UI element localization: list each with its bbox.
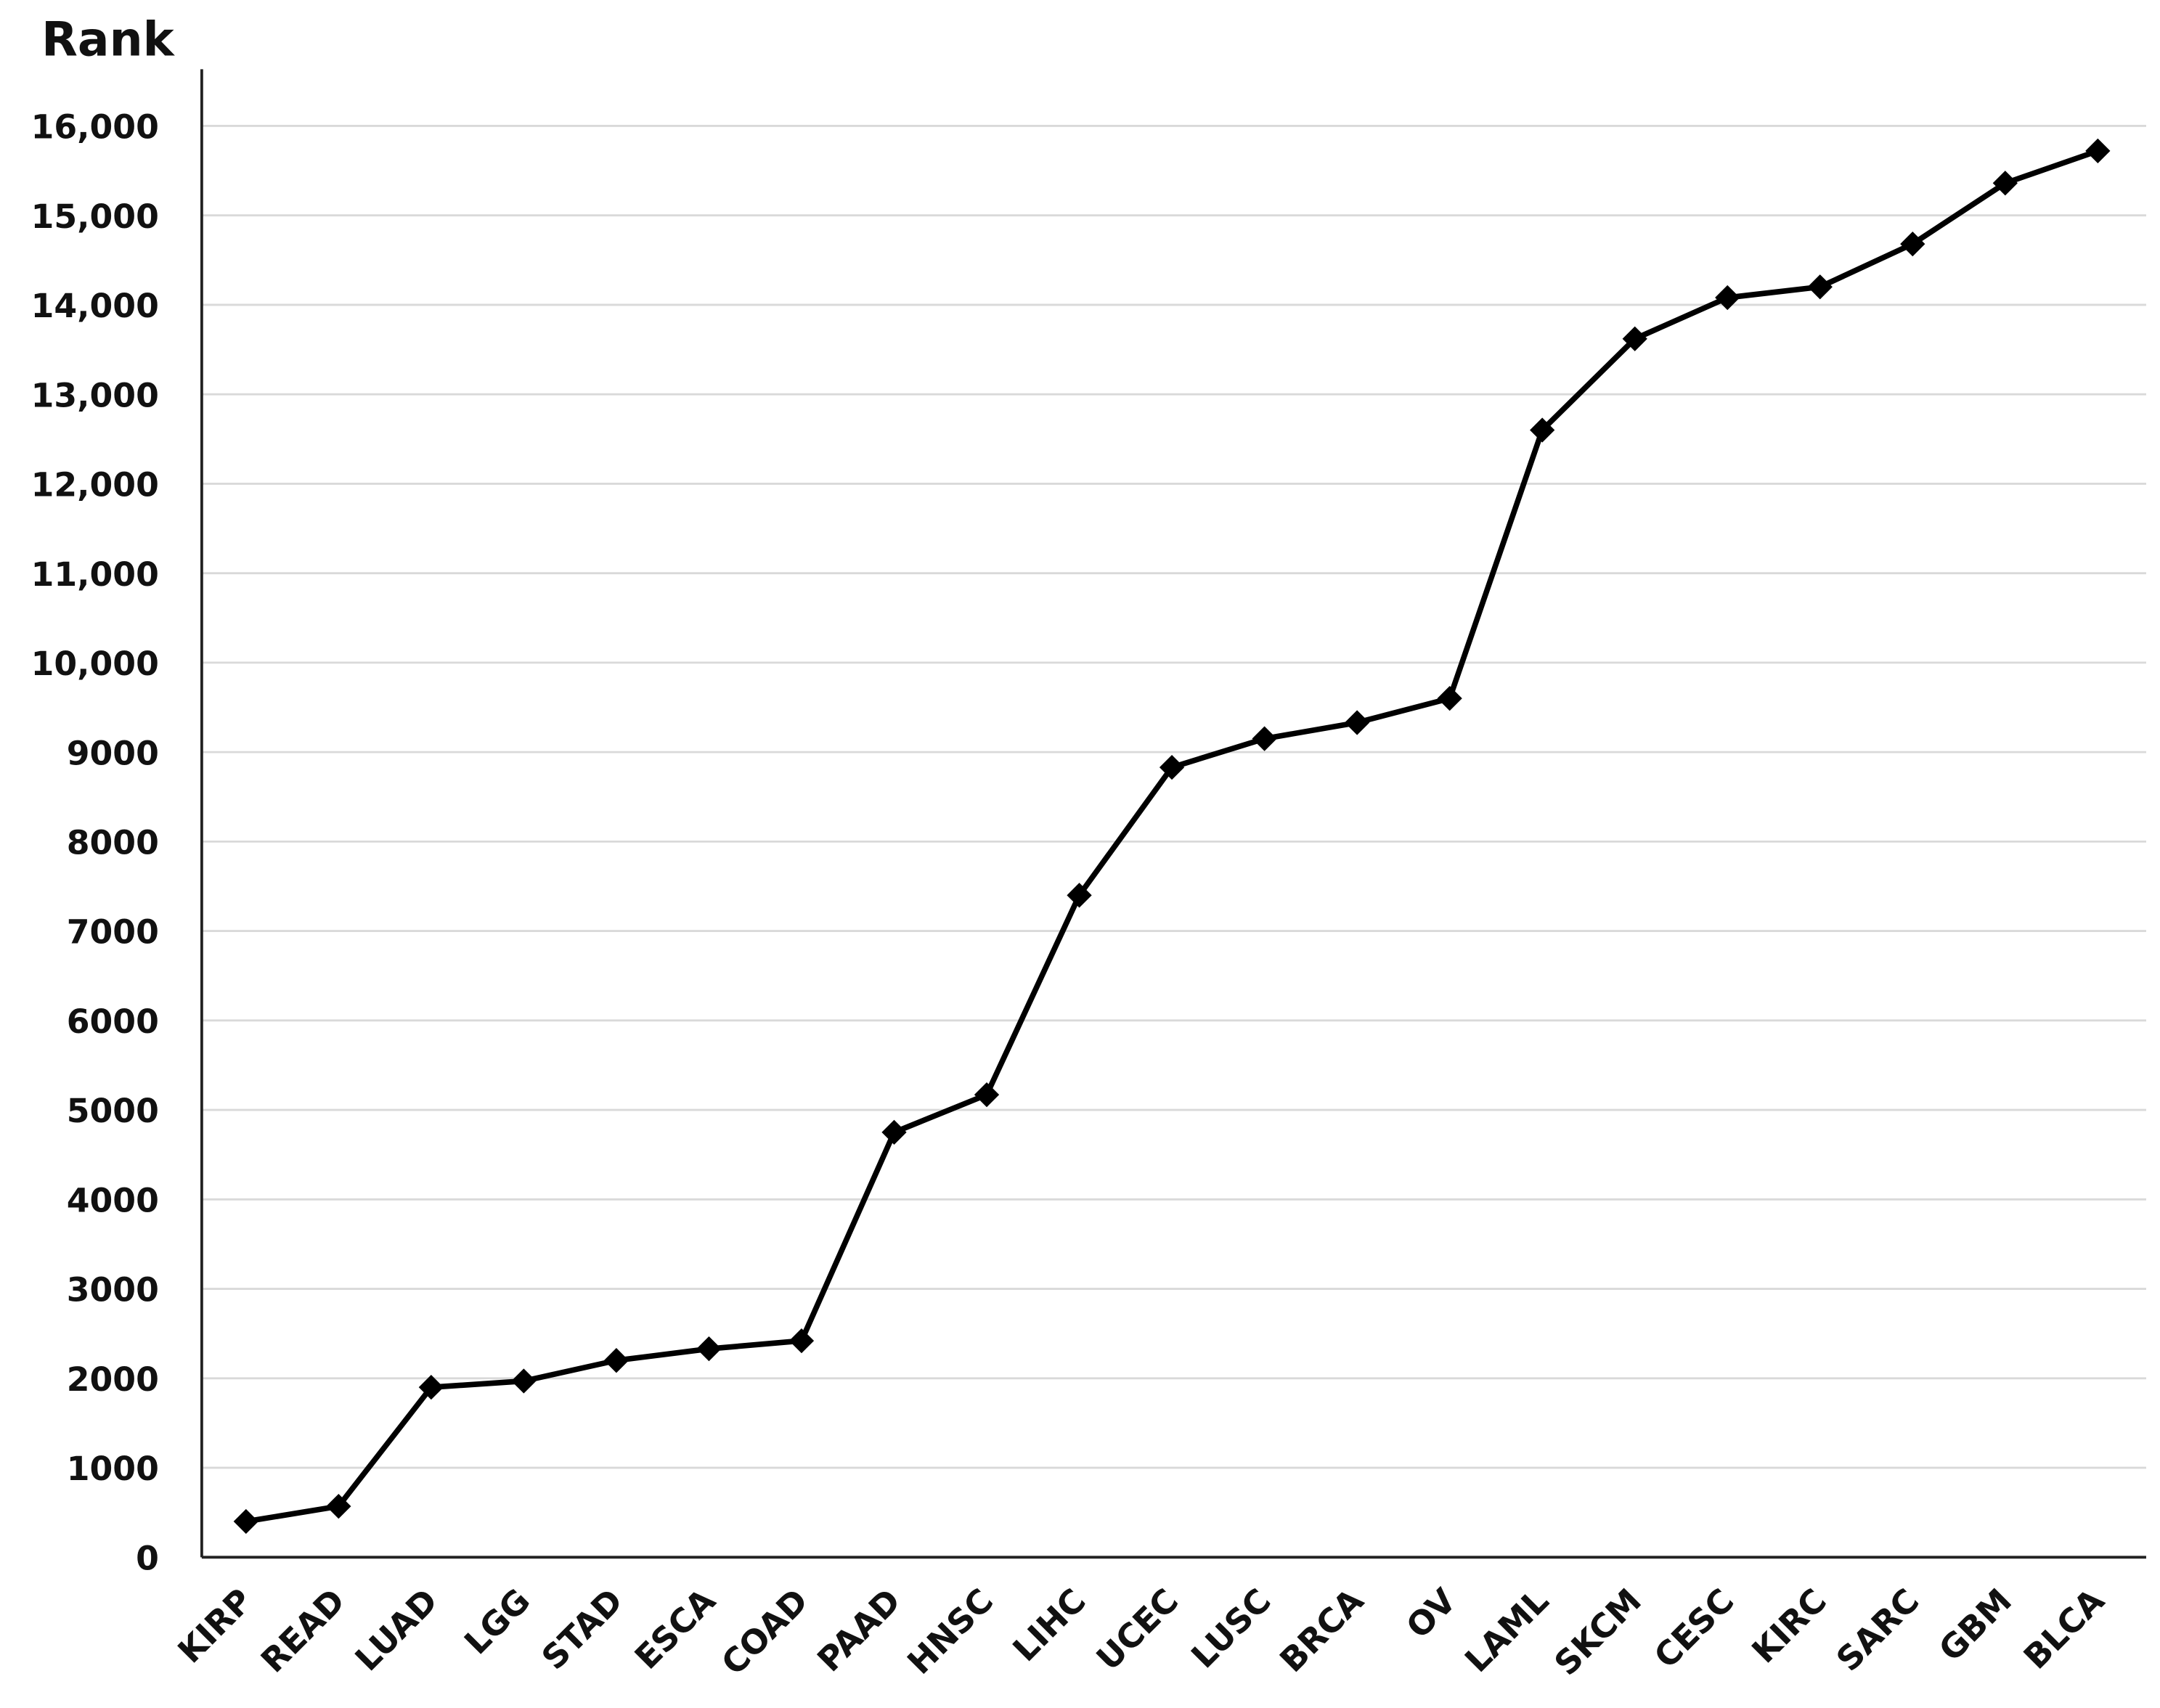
y-tick-label: 0 — [136, 1539, 159, 1577]
y-tick-label: 10,000 — [31, 645, 159, 683]
y-tick-label: 8000 — [67, 823, 159, 862]
y-tick-label: 5000 — [67, 1092, 159, 1130]
x-tick-label: KIRP — [171, 1581, 260, 1670]
x-tick-label: CESC — [1647, 1581, 1741, 1675]
y-tick-label: 16,000 — [31, 108, 159, 147]
x-tick-label: OV — [1399, 1581, 1464, 1646]
marker — [1530, 417, 1555, 443]
marker — [881, 1119, 907, 1145]
y-tick-label: 13,000 — [31, 376, 159, 414]
y-tick-label: 4000 — [67, 1181, 159, 1219]
x-tick-label: HNSC — [900, 1581, 1000, 1681]
marker — [1715, 285, 1740, 311]
y-tick-label: 11,000 — [31, 555, 159, 594]
marker — [2085, 138, 2111, 164]
marker — [974, 1082, 1000, 1108]
x-tick-label: LGG — [457, 1581, 538, 1662]
marker — [1437, 686, 1462, 711]
marker — [1344, 710, 1370, 735]
x-tick-label: GBM — [1931, 1581, 2019, 1669]
x-tick-label: UCEC — [1089, 1581, 1186, 1678]
y-tick-label: 14,000 — [31, 287, 159, 325]
marker — [1067, 883, 1092, 908]
marker — [1900, 231, 1925, 257]
y-tick-label: 3000 — [67, 1271, 159, 1309]
y-tick-label: 1000 — [67, 1450, 159, 1488]
x-tick-label: STAD — [534, 1581, 630, 1677]
x-tick-label: LUAD — [348, 1581, 445, 1678]
x-tick-label: LIHC — [1006, 1581, 1093, 1669]
line — [245, 148, 2099, 1524]
x-tick-label: SKCM — [1547, 1581, 1649, 1683]
x-tick-label: KIRC — [1745, 1581, 1834, 1670]
marker — [603, 1348, 629, 1373]
x-tick-label: LUSC — [1184, 1581, 1279, 1675]
y-tick-label: 6000 — [67, 1002, 159, 1041]
y-tick-label: 2000 — [67, 1360, 159, 1399]
x-tick-label: BLCA — [2016, 1581, 2112, 1677]
marker — [696, 1336, 722, 1362]
y-tick-label: 7000 — [67, 913, 159, 952]
marker — [1252, 726, 1277, 751]
marker — [788, 1328, 815, 1354]
x-tick-label: LAML — [1458, 1581, 1557, 1680]
x-tick-label: PAAD — [810, 1581, 908, 1679]
marker — [233, 1508, 258, 1535]
y-tick-label: 15,000 — [31, 197, 159, 236]
y-axis-label: Rank — [41, 12, 176, 67]
x-tick-label: COAD — [714, 1581, 816, 1683]
marker — [511, 1368, 537, 1394]
marker — [1807, 274, 1833, 300]
y-tick-label: 12,000 — [31, 466, 159, 504]
x-tick-label: READ — [253, 1581, 352, 1680]
x-tick-label: ESCA — [627, 1581, 723, 1677]
y-tick-label: 9000 — [67, 734, 159, 772]
x-tick-label: BRCA — [1273, 1581, 1372, 1680]
x-tick-label: SARC — [1829, 1581, 1926, 1678]
